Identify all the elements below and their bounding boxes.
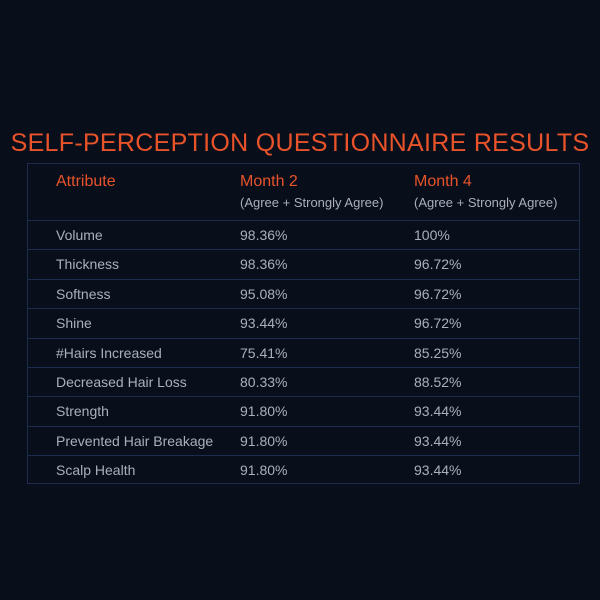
attribute-cell: Decreased Hair Loss [56, 374, 187, 390]
month-2-cell: 98.36% [240, 227, 288, 243]
month-2-cell: 91.80% [240, 432, 288, 449]
month-4-cell: 85.25% [414, 344, 462, 361]
results-table: Attribute Month 2 (Agree + Strongly Agre… [27, 163, 580, 484]
month-2-cell: 91.80% [240, 403, 288, 420]
month-2-cell: 95.08% [240, 285, 288, 302]
header-sublabel: (Agree + Strongly Agree) [414, 195, 558, 210]
table-row: Softness 95.08% 96.72% [28, 280, 579, 310]
attribute-cell: Strength [56, 403, 109, 420]
month-2-cell: 98.36% [240, 256, 288, 273]
header-sublabel: (Agree + Strongly Agree) [240, 195, 384, 210]
table-row: Thickness 98.36% 96.72% [28, 250, 579, 280]
header-month-2: Month 2 (Agree + Strongly Agree) [240, 173, 383, 210]
month-4-cell: 93.44% [414, 432, 462, 449]
table-row: Volume 98.36% 100% [28, 221, 579, 251]
header-label: Month 4 [414, 173, 472, 190]
table-header: Attribute Month 2 (Agree + Strongly Agre… [28, 164, 579, 221]
month-4-cell: 93.44% [414, 462, 462, 479]
month-4-cell: 96.72% [414, 256, 462, 273]
attribute-cell: #Hairs Increased [56, 344, 162, 361]
attribute-cell: Thickness [56, 256, 120, 273]
table-row: Strength 91.80% 93.44% [28, 397, 579, 427]
month-2-cell: 93.44% [240, 315, 288, 332]
table-row: Scalp Health 91.80% 93.44% [28, 456, 579, 485]
page-title: SELF-PERCEPTION QUESTIONNAIRE RESULTS [10, 129, 590, 157]
table-row: Decreased Hair Loss 80.33% 88.52% [28, 368, 579, 398]
attribute-cell: Prevented Hair Breakage [56, 432, 214, 449]
month-2-cell: 91.80% [240, 462, 288, 479]
month-4-cell: 93.44% [414, 403, 462, 420]
table-row: Shine 93.44% 96.72% [28, 309, 579, 339]
month-2-cell: 75.41% [240, 344, 288, 361]
attribute-cell: Scalp Health [56, 462, 136, 479]
header-month-4: Month 4 (Agree + Strongly Agree) [414, 173, 557, 210]
month-4-cell: 96.72% [414, 285, 462, 302]
month-4-cell: 96.72% [414, 315, 462, 332]
header-label: Attribute [56, 173, 116, 190]
attribute-cell: Shine [56, 315, 92, 332]
table-row: #Hairs Increased 75.41% 85.25% [28, 339, 579, 368]
attribute-cell: Volume [56, 227, 103, 243]
header-label: Month 2 [240, 173, 298, 190]
attribute-cell: Softness [56, 285, 111, 302]
header-attribute: Attribute [56, 173, 116, 191]
month-4-cell: 88.52% [414, 374, 462, 390]
table-row: Prevented Hair Breakage 91.80% 93.44% [28, 427, 579, 457]
month-2-cell: 80.33% [240, 374, 288, 390]
month-4-cell: 100% [414, 227, 450, 243]
